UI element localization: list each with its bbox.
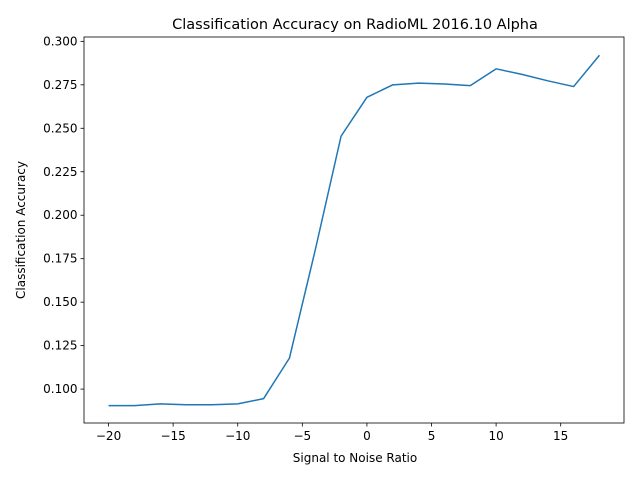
y-tick-label: 0.175 [43, 252, 77, 266]
y-tick-label: 0.150 [43, 295, 77, 309]
y-tick-label: 0.250 [43, 121, 77, 135]
x-tick-label: −15 [160, 429, 185, 443]
x-tick-label: 15 [553, 429, 568, 443]
x-tick-label: 5 [428, 429, 436, 443]
x-tick-label: −20 [96, 429, 121, 443]
plot-frame [83, 36, 625, 424]
plot-area: −20 −15 −10 −5 0 5 10 15 0.100 0.125 0.150 0.175 0.2… [43, 34, 625, 443]
chart-title: Classification Accuracy on RadioML 2016.… [172, 17, 538, 33]
x-tick-label: −5 [293, 429, 311, 443]
x-axis-label: Signal to Noise Ratio [293, 451, 417, 465]
y-tick-label: 0.275 [43, 78, 77, 92]
x-tick-label: −10 [225, 429, 250, 443]
y-tick-label: 0.125 [43, 339, 77, 353]
y-tick-label: 0.200 [43, 208, 77, 222]
y-tick-label: 0.100 [43, 382, 77, 396]
x-tick-label: 0 [363, 429, 371, 443]
series-line-0 [108, 54, 601, 407]
y-tick-label: 0.225 [43, 165, 77, 179]
y-tick-label: 0.300 [43, 34, 77, 48]
x-tick-label: 10 [488, 429, 503, 443]
y-axis-label: Classification Accuracy [14, 161, 28, 299]
